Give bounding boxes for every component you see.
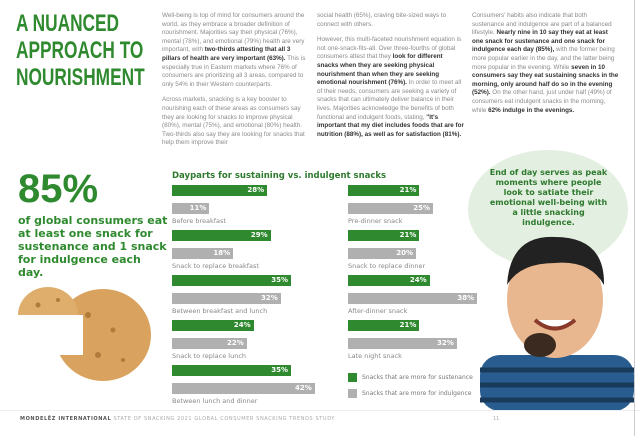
category-label: Pre-dinner snack bbox=[348, 217, 403, 225]
bar-sustenance: 28% bbox=[172, 185, 268, 196]
text-column-2: social health (65%), craving bite-sized … bbox=[317, 12, 464, 138]
category-label: After-dinner snack bbox=[348, 307, 408, 315]
page-title: A NUANCED APPROACH TO NOURISHMENT bbox=[16, 10, 145, 91]
bar-indulgence: 25% bbox=[348, 203, 433, 214]
bar-sustenance: 29% bbox=[172, 230, 271, 241]
category-label: Snack to replace dinner bbox=[348, 262, 426, 270]
bar-indulgence: 20% bbox=[348, 248, 416, 259]
stat-value: 85% bbox=[18, 167, 99, 211]
bar-indulgence: 22% bbox=[172, 338, 247, 349]
category-label: Between lunch and dinner bbox=[172, 397, 258, 405]
boy-photo bbox=[480, 236, 634, 411]
bar-sustenance: 21% bbox=[348, 320, 420, 331]
page-number: 11 bbox=[493, 416, 500, 422]
page-edge bbox=[634, 0, 635, 436]
cookie bbox=[55, 289, 151, 381]
legend-swatch bbox=[348, 389, 357, 398]
legend-sustenance: Snacks that are more for sustenance bbox=[348, 373, 473, 382]
bar-sustenance: 35% bbox=[172, 275, 291, 286]
category-label: Between breakfast and lunch bbox=[172, 307, 268, 315]
bar-indulgence: 32% bbox=[348, 338, 457, 349]
footer-divider bbox=[0, 410, 640, 411]
bar-sustenance: 24% bbox=[348, 275, 430, 286]
bar-indulgence: 38% bbox=[348, 293, 478, 304]
category-label: Snack to replace breakfast bbox=[172, 262, 259, 270]
cookies-image bbox=[8, 287, 151, 381]
text-column-1: Well-being is top of mind for consumers … bbox=[162, 12, 306, 147]
category-label: Before breakfast bbox=[172, 217, 226, 225]
bar-indulgence: 42% bbox=[172, 383, 315, 394]
bar-indulgence: 32% bbox=[172, 293, 281, 304]
legend-indulgence: Snacks that are more for indulgence bbox=[348, 389, 471, 398]
category-label: Snack to replace lunch bbox=[172, 352, 247, 360]
bar-sustenance: 21% bbox=[348, 230, 420, 241]
bar-indulgence: 18% bbox=[172, 248, 234, 259]
text-column-3: Consumers' habits also indicate that bot… bbox=[472, 12, 619, 114]
bar-sustenance: 35% bbox=[172, 365, 291, 376]
bar-indulgence: 11% bbox=[172, 203, 210, 214]
category-label: Late night snack bbox=[348, 352, 402, 360]
stat-text: of global consumers eat at least one sna… bbox=[18, 214, 168, 279]
chart-title: Dayparts for sustaining vs. indulgent sn… bbox=[172, 171, 387, 181]
bar-sustenance: 24% bbox=[172, 320, 254, 331]
legend-swatch bbox=[348, 373, 357, 382]
bar-sustenance: 21% bbox=[348, 185, 420, 196]
footer: MONDELĒZ INTERNATIONAL STATE OF SNACKING… bbox=[20, 416, 336, 422]
